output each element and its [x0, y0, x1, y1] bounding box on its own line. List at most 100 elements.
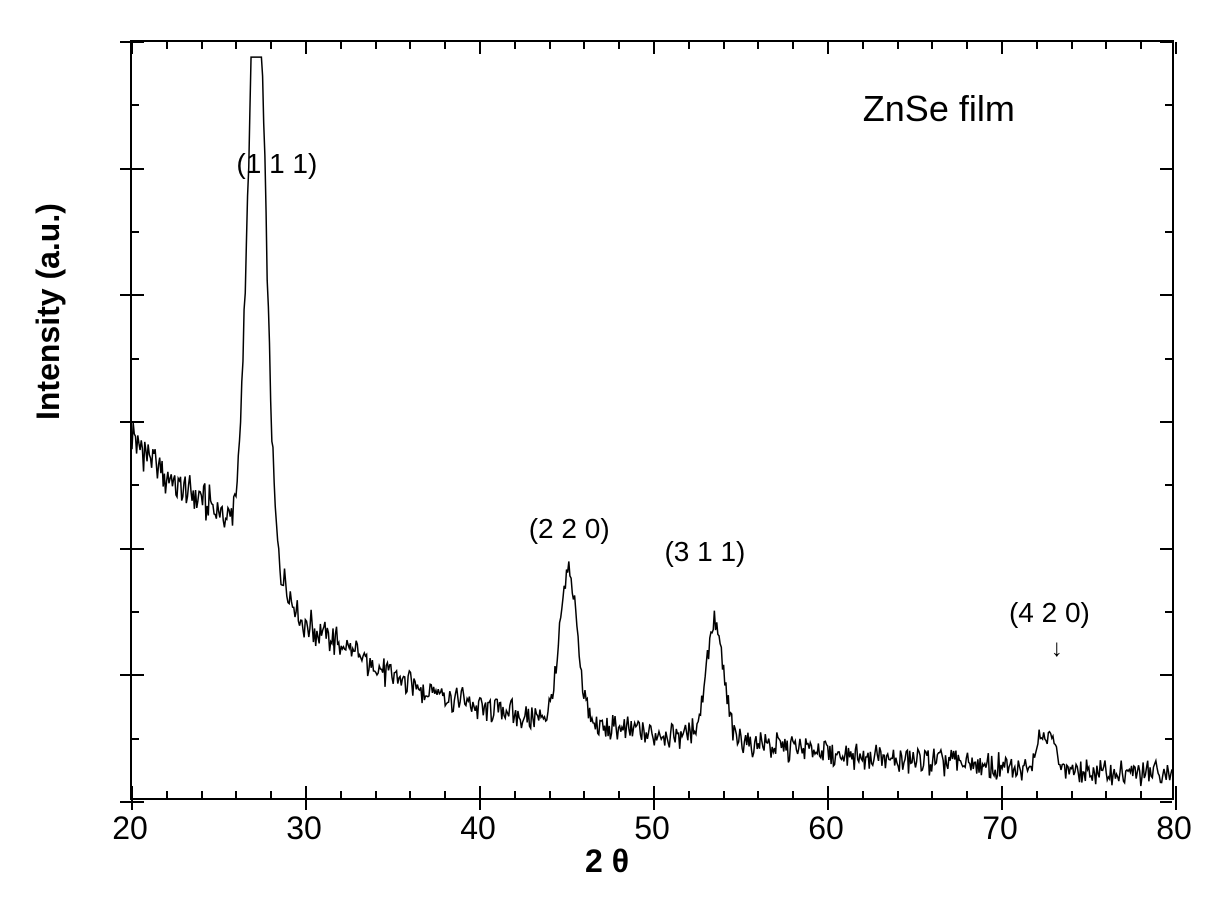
x-minor-tick-mark	[862, 42, 864, 49]
y-tick-mark	[120, 674, 132, 676]
y-tick-mark	[1160, 548, 1172, 550]
x-minor-tick-mark	[340, 42, 342, 49]
y-minor-tick-mark	[1165, 611, 1172, 613]
y-tick-mark	[120, 801, 132, 803]
x-minor-tick-mark	[897, 42, 899, 49]
x-minor-tick-mark	[270, 42, 272, 49]
x-tick-mark	[131, 786, 133, 798]
y-minor-tick-mark	[1165, 358, 1172, 360]
x-minor-tick-mark	[375, 791, 377, 798]
x-tick-mark	[1175, 798, 1177, 810]
x-minor-tick-mark	[514, 42, 516, 49]
x-minor-tick-mark	[166, 791, 168, 798]
x-minor-tick-mark	[444, 42, 446, 49]
y-tick-mark	[132, 548, 144, 550]
x-tick-mark	[305, 786, 307, 798]
x-tick-mark	[653, 798, 655, 810]
x-minor-tick-mark	[1071, 42, 1073, 49]
x-minor-tick-mark	[931, 791, 933, 798]
x-tick-mark	[827, 786, 829, 798]
x-tick-label: 80	[1156, 810, 1192, 847]
y-tick-mark	[132, 168, 144, 170]
x-minor-tick-mark	[235, 791, 237, 798]
x-minor-tick-mark	[966, 791, 968, 798]
y-minor-tick-mark	[1165, 484, 1172, 486]
x-minor-tick-mark	[688, 791, 690, 798]
x-tick-mark	[1175, 786, 1177, 798]
y-tick-mark	[120, 294, 132, 296]
x-minor-tick-mark	[201, 791, 203, 798]
y-minor-tick-mark	[132, 231, 139, 233]
y-tick-mark	[132, 41, 144, 43]
x-tick-mark	[479, 42, 481, 54]
y-minor-tick-mark	[1165, 738, 1172, 740]
y-axis-label: Intensity (a.u.)	[30, 203, 67, 420]
y-tick-mark	[1160, 168, 1172, 170]
x-tick-label: 70	[982, 810, 1018, 847]
x-tick-mark	[1175, 42, 1177, 54]
x-tick-label: 30	[286, 810, 322, 847]
x-minor-tick-mark	[549, 42, 551, 49]
x-minor-tick-mark	[1140, 791, 1142, 798]
x-tick-mark	[1001, 42, 1003, 54]
y-tick-mark	[1160, 421, 1172, 423]
y-minor-tick-mark	[132, 611, 139, 613]
y-tick-mark	[1160, 294, 1172, 296]
y-minor-tick-mark	[1165, 104, 1172, 106]
y-tick-mark	[120, 168, 132, 170]
y-tick-mark	[120, 41, 132, 43]
x-minor-tick-mark	[1036, 42, 1038, 49]
y-minor-tick-mark	[132, 484, 139, 486]
x-minor-tick-mark	[1105, 791, 1107, 798]
y-tick-mark	[120, 421, 132, 423]
x-minor-tick-mark	[792, 791, 794, 798]
x-minor-tick-mark	[270, 791, 272, 798]
y-tick-mark	[132, 801, 144, 803]
x-minor-tick-mark	[862, 791, 864, 798]
xrd-chart-container: Intensity (a.u.) 2 θ ZnSe film ↓ (1 1 1)…	[20, 20, 1194, 885]
x-minor-tick-mark	[549, 791, 551, 798]
x-minor-tick-mark	[514, 791, 516, 798]
y-tick-mark	[1160, 801, 1172, 803]
x-minor-tick-mark	[201, 42, 203, 49]
x-minor-tick-mark	[757, 791, 759, 798]
x-minor-tick-mark	[166, 42, 168, 49]
x-minor-tick-mark	[618, 791, 620, 798]
x-tick-mark	[1001, 786, 1003, 798]
x-tick-mark	[305, 798, 307, 810]
x-minor-tick-mark	[723, 42, 725, 49]
chart-title: ZnSe film	[863, 88, 1015, 130]
x-minor-tick-mark	[444, 791, 446, 798]
x-minor-tick-mark	[1071, 791, 1073, 798]
x-minor-tick-mark	[1036, 791, 1038, 798]
x-minor-tick-mark	[618, 42, 620, 49]
x-tick-mark	[479, 786, 481, 798]
x-tick-label: 50	[634, 810, 670, 847]
x-minor-tick-mark	[409, 791, 411, 798]
y-tick-mark	[132, 421, 144, 423]
x-minor-tick-mark	[688, 42, 690, 49]
x-minor-tick-mark	[966, 42, 968, 49]
x-minor-tick-mark	[583, 42, 585, 49]
x-tick-label: 40	[460, 810, 496, 847]
peak-label: (1 1 1)	[236, 148, 317, 180]
x-minor-tick-mark	[723, 791, 725, 798]
peak-label: (4 2 0)	[1009, 597, 1090, 629]
peak-label: (3 1 1)	[664, 536, 745, 568]
x-minor-tick-mark	[409, 42, 411, 49]
x-minor-tick-mark	[1140, 42, 1142, 49]
x-minor-tick-mark	[340, 791, 342, 798]
y-tick-mark	[1160, 41, 1172, 43]
y-tick-mark	[1160, 674, 1172, 676]
x-minor-tick-mark	[375, 42, 377, 49]
x-tick-mark	[827, 798, 829, 810]
x-tick-mark	[827, 42, 829, 54]
x-minor-tick-mark	[235, 42, 237, 49]
x-axis-label: 2 θ	[585, 843, 629, 880]
x-minor-tick-mark	[1105, 42, 1107, 49]
plot-area: ZnSe film ↓ (1 1 1)(2 2 0)(3 1 1)(4 2 0)	[130, 40, 1174, 800]
peak-label: (2 2 0)	[529, 513, 610, 545]
x-tick-label: 60	[808, 810, 844, 847]
x-minor-tick-mark	[792, 42, 794, 49]
x-tick-mark	[131, 42, 133, 54]
